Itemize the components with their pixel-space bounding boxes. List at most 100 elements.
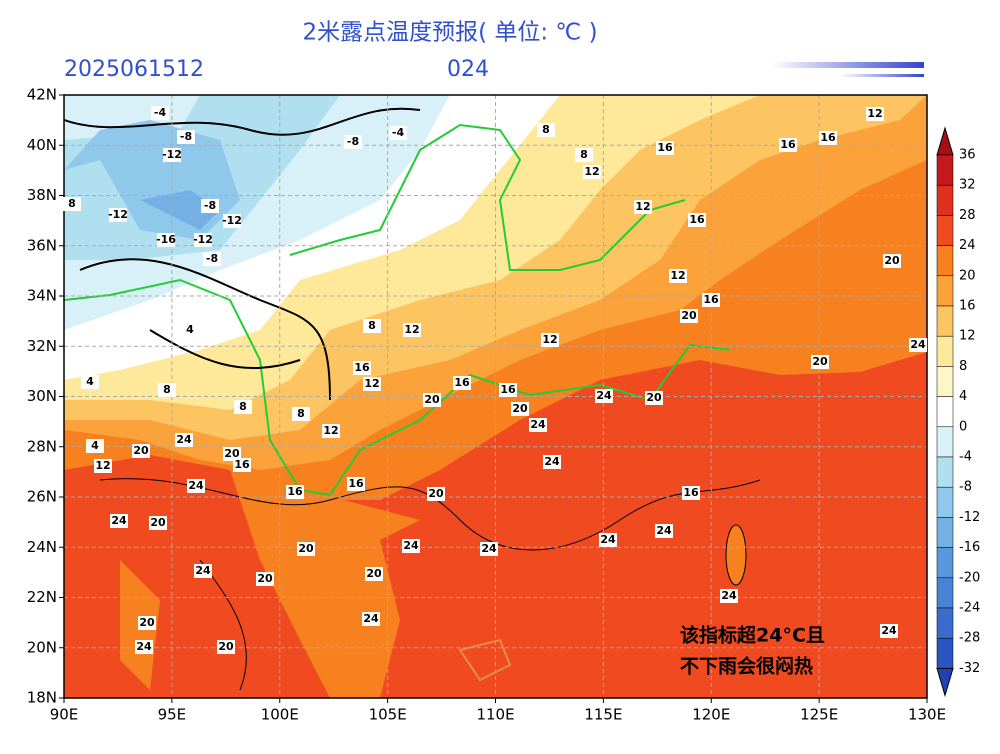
colorbar-label: -28	[959, 631, 980, 646]
contour-label: 8	[163, 383, 171, 396]
boundary	[64, 278, 731, 497]
contour-label: 8	[580, 148, 588, 161]
contour-label: 4	[91, 439, 99, 452]
contour-label-box	[94, 459, 112, 473]
contour-label-box	[541, 333, 559, 347]
contour-label-box	[292, 407, 310, 421]
contour-label: 20	[133, 444, 149, 457]
x-tick-label: 105E	[369, 706, 407, 724]
contour-label-box	[286, 485, 304, 499]
contour-label-box	[669, 269, 687, 283]
contour-label-box	[480, 542, 498, 556]
colorbar-segment	[936, 305, 954, 337]
contour-label-box	[583, 165, 601, 179]
contour-label: 24	[111, 514, 127, 527]
contour-label: 16	[348, 477, 364, 490]
annotation: 该指标超24°C且	[680, 624, 825, 647]
contour-label: 24	[188, 479, 204, 492]
contour-label-box	[151, 106, 169, 120]
contour-label: 12	[542, 333, 557, 346]
contour-label: 24	[881, 624, 897, 637]
colorbar-label: 28	[959, 208, 976, 223]
title: 2米露点温度预报( 单位: ℃ )	[302, 20, 597, 46]
annotation: 不下雨会很闷热	[680, 655, 813, 678]
y-tick-label: 34N	[27, 287, 57, 305]
colorbar-label: -24	[959, 601, 980, 616]
contour-label-box	[645, 391, 663, 405]
contour-label: -4	[392, 126, 405, 139]
contour-label: 12	[635, 200, 650, 213]
contour-label: 16	[287, 485, 303, 498]
contour-label: -8	[204, 199, 216, 212]
colorbar-segment	[936, 517, 954, 548]
y-tick-label: 20N	[27, 638, 57, 656]
contour-label-box	[779, 138, 797, 152]
contour-label-box	[353, 361, 371, 375]
contour-label: 16	[780, 138, 796, 151]
contour-label: 16	[703, 293, 719, 306]
colorbar-label: -4	[959, 450, 972, 465]
contour-label-box	[177, 130, 195, 144]
contour-label-box	[599, 533, 617, 547]
contour-label-box	[163, 148, 181, 162]
contour-label: 20	[884, 254, 900, 267]
colorbar-segment	[936, 577, 954, 609]
contour-label: 16	[820, 131, 836, 144]
contour-label: 24	[596, 389, 612, 402]
contour-label-box	[175, 433, 193, 447]
contour-label: 20	[224, 447, 240, 460]
x-tick-label: 110E	[476, 706, 514, 724]
contour-label-box	[819, 131, 837, 145]
contour-label-box	[223, 447, 241, 461]
contour-label-box	[110, 514, 128, 528]
contour-label: 20	[424, 393, 440, 406]
contour-label-box	[256, 572, 274, 586]
contour-label-box	[81, 375, 99, 389]
contour-label: -12	[162, 148, 182, 161]
contour-label-box	[680, 309, 698, 323]
colorbar-label: -8	[959, 480, 972, 495]
colorbar-label: 20	[959, 268, 976, 283]
y-tick-label: 32N	[27, 337, 57, 355]
contour-label: 20	[681, 309, 697, 322]
colorbar-label: 8	[959, 359, 967, 374]
contour-label-box	[138, 616, 156, 630]
colorbar-segment	[936, 486, 954, 518]
contour-label-box	[688, 213, 706, 227]
contour-label: 20	[218, 640, 234, 653]
contour-label-box	[297, 542, 315, 556]
contour-label-box	[909, 338, 927, 352]
y-tick-label: 30N	[27, 387, 57, 405]
contour-label-box	[158, 383, 176, 397]
contour-label: 12	[95, 459, 110, 472]
contour-label: 16	[234, 458, 250, 471]
colorbar-label: 12	[959, 329, 976, 344]
x-tick-label: 130E	[908, 706, 946, 724]
y-tick-label: 42N	[27, 86, 57, 104]
contour-label-box	[157, 233, 175, 247]
contour-label: 8	[368, 319, 376, 332]
contour-label: 24	[600, 533, 616, 546]
colorbar: 36 32 28 24 20 16 12 8 4 0 -4 -8 -12 -16 -20 -24 -28 -32	[936, 126, 980, 698]
contour-label-box	[187, 479, 205, 493]
contour-labels: -4 -8 -12 -8 -4 8 8 16 16 16 12 8 -12 -8 -12 -16 -12 -8 12…	[63, 106, 927, 654]
y-tick-label: 22N	[27, 588, 57, 606]
contour-label-box	[511, 402, 529, 416]
colorbar-segment	[936, 335, 954, 367]
contour-label: 8	[68, 197, 76, 210]
contour-label: -8	[180, 130, 192, 143]
contour-label: -12	[193, 233, 213, 246]
contour-label-box	[233, 458, 251, 472]
contour-label: 24	[176, 433, 192, 446]
contour-label-box	[389, 126, 407, 140]
contour-label-box	[135, 640, 153, 654]
contour-label-box	[86, 439, 104, 453]
contour-label: 20	[150, 516, 166, 529]
colorbar-label: -16	[959, 540, 980, 555]
init-time: 2025061512	[64, 57, 204, 82]
contour-label-box	[322, 424, 340, 438]
contour-label: 20	[139, 616, 155, 629]
colorbar-segment	[936, 396, 954, 428]
contour-label-box	[811, 355, 829, 369]
